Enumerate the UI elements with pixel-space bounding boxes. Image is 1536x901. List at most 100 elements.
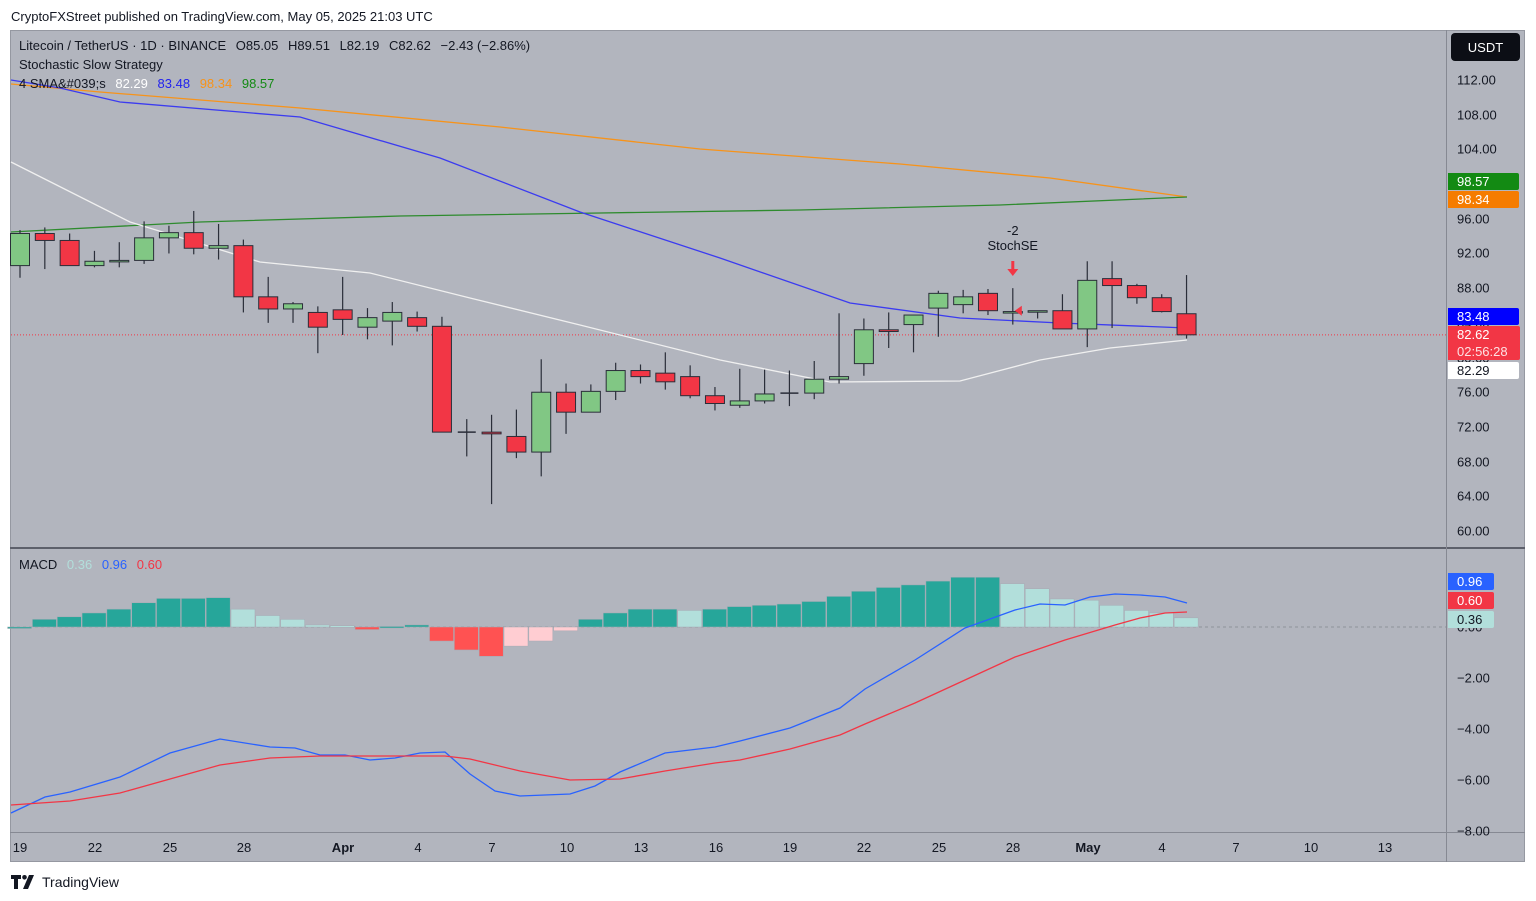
bear-candle <box>1126 285 1147 299</box>
sma-title: 4 SMA&#039;s <box>19 76 106 91</box>
macd-histogram-bar <box>900 584 926 628</box>
ohlc-change: −2.43 (−2.86%) <box>440 38 531 53</box>
bull-candle <box>1027 310 1048 313</box>
sma-line-orange <box>10 83 1188 198</box>
price-tick: 112.00 <box>1457 72 1496 88</box>
time-tick: 19 <box>782 840 798 855</box>
macd-histogram-bar <box>255 615 281 628</box>
price-tick: 68.00 <box>1457 454 1490 470</box>
chart-frame[interactable] <box>10 30 1525 862</box>
macd-histogram-bar <box>81 612 107 628</box>
macd-tag: 0.96 <box>1448 573 1494 590</box>
macd-histogram-bar <box>1149 612 1174 628</box>
symbol-legend[interactable]: Litecoin / TetherUS · 1D · BINANCE O85.0… <box>19 38 536 53</box>
macd-histogram-bar <box>776 603 802 628</box>
bull-candle <box>829 376 850 380</box>
bear-candle <box>1176 313 1197 336</box>
macd-histogram-bar <box>1099 605 1124 628</box>
bear-candle <box>59 239 80 267</box>
macd-histogram-bar <box>230 608 256 628</box>
bear-candle <box>183 232 204 249</box>
ohlc-high: H89.51 <box>288 38 330 53</box>
time-tick: 7 <box>1232 840 1240 855</box>
bull-candle <box>928 292 949 309</box>
price-tick: 92.00 <box>1457 245 1490 261</box>
macd-histogram-bar <box>1000 583 1025 628</box>
price-tag: 82.62 02:56:28 <box>1448 326 1520 360</box>
bear-candle <box>977 292 998 312</box>
bull-candle <box>1077 279 1098 330</box>
macd-histogram-bar <box>553 626 578 632</box>
macd-histogram-bar <box>1173 617 1199 628</box>
bull-candle <box>10 233 30 267</box>
time-axis-border <box>10 832 1525 833</box>
macd-histogram-bar <box>454 626 479 651</box>
macd-histogram-bar <box>32 619 57 628</box>
bull-candle <box>1002 311 1023 314</box>
price-axis-border <box>1446 30 1447 862</box>
bull-candle <box>208 245 229 249</box>
bear-candle <box>704 395 725 405</box>
macd-histogram-bar <box>404 624 429 628</box>
symbol-title: Litecoin / TetherUS · 1D · BINANCE <box>19 38 227 53</box>
pane-separator[interactable] <box>10 547 1525 549</box>
bull-candle <box>605 370 626 392</box>
macd-histogram-bar <box>7 626 32 629</box>
macd-legend[interactable]: MACD 0.36 0.96 0.60 <box>19 557 168 572</box>
macd-histogram-bar <box>528 626 554 642</box>
bear-candle <box>233 245 254 298</box>
macd-histogram-bar <box>478 626 504 657</box>
macd-title: MACD <box>19 557 58 572</box>
bear-candle <box>332 309 353 320</box>
signal-line <box>10 611 1188 806</box>
macd-tick: −4.00 <box>1457 721 1490 737</box>
macd-histogram-bar <box>205 597 231 628</box>
signal-label: StochSE <box>988 238 1039 253</box>
macd-histogram-bar <box>330 625 355 628</box>
bull-candle <box>853 329 874 365</box>
currency-button[interactable]: USDT <box>1451 33 1520 61</box>
bear-candle <box>1151 297 1172 313</box>
bear-candle <box>506 435 527 453</box>
bear-candle <box>258 296 279 310</box>
bull-candle <box>134 237 155 261</box>
macd-histogram-bar <box>925 580 951 628</box>
macd-histogram-bar <box>677 610 702 628</box>
bull-candle <box>283 303 304 310</box>
price-tick: 96.00 <box>1457 211 1490 227</box>
bear-candle <box>431 325 452 433</box>
macd-histogram-bar <box>503 626 529 647</box>
bear-candle <box>34 233 55 241</box>
bull-candle <box>754 393 775 402</box>
time-tick: 22 <box>87 840 103 855</box>
strategy-title: Stochastic Slow Strategy <box>19 57 163 72</box>
time-tick: 13 <box>1377 840 1393 855</box>
time-tick: 19 <box>12 840 28 855</box>
time-tick: 28 <box>236 840 252 855</box>
macd-signal-value: 0.60 <box>136 557 163 572</box>
bull-candle <box>531 391 552 453</box>
bear-candle <box>407 317 428 327</box>
time-tick: 10 <box>559 840 575 855</box>
macd-histogram-bar <box>429 626 454 642</box>
bull-candle <box>903 314 924 326</box>
sma-value-4: 98.57 <box>241 76 275 91</box>
sma-legend[interactable]: 4 SMA&#039;s 82.29 83.48 98.34 98.57 <box>19 76 280 91</box>
bear-candle <box>1102 278 1123 287</box>
macd-histogram-bar <box>652 608 678 628</box>
time-tick: May <box>1075 840 1101 855</box>
macd-histogram-bar <box>106 608 132 628</box>
strategy-legend[interactable]: Stochastic Slow Strategy <box>19 57 169 72</box>
time-tick: 4 <box>1158 840 1166 855</box>
time-tick: 10 <box>1303 840 1319 855</box>
bear-candle <box>630 370 651 378</box>
macd-histogram-bar <box>851 591 876 628</box>
tradingview-logo[interactable]: TradingView <box>11 874 119 890</box>
time-tick: 28 <box>1005 840 1021 855</box>
macd-histogram-bar <box>1074 599 1100 628</box>
price-tag: 83.48 <box>1448 308 1519 325</box>
macd-hist-value: 0.36 <box>66 557 93 572</box>
bear-candle <box>655 372 676 383</box>
entry-marker-icon <box>1014 305 1022 316</box>
